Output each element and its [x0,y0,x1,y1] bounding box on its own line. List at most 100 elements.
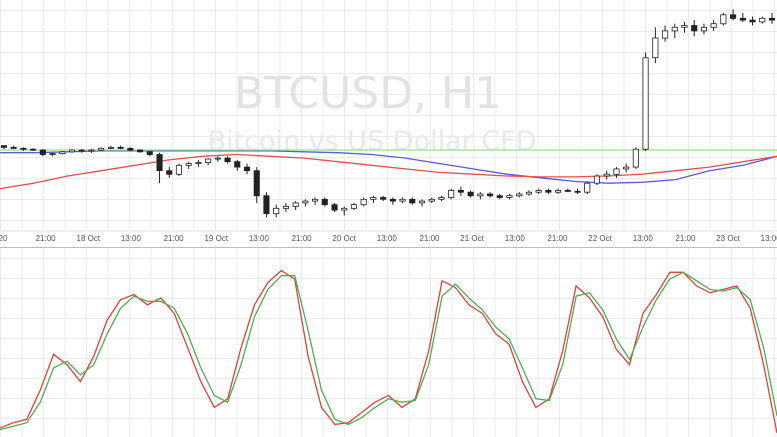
candle-body [448,189,455,198]
candle-body [136,149,144,153]
candle-body [467,191,474,197]
candle-body [418,200,426,204]
stochastic-line [0,271,777,431]
candle-body [759,17,766,23]
candle-body [389,198,396,202]
candle-body [477,193,484,197]
candle-body [88,149,95,152]
candle-body [574,190,581,193]
x-tick-label: 13:00 [249,234,270,243]
price-overlay-lines [0,149,777,190]
candle-body [214,157,221,160]
stochastic-panel-grid [0,248,777,437]
x-tick-label: 21:00 [547,234,568,243]
candle-body [506,195,513,198]
candle-body [496,195,503,198]
candle-body [273,207,280,215]
candle-body [555,189,562,193]
candle-body [662,30,669,39]
candle-body [399,198,406,202]
moving-average-line [0,150,777,184]
x-tick-label: 20 Oct [332,234,356,243]
candle-body [564,189,571,192]
candle-body [632,148,639,168]
candle-body [20,147,27,150]
x-tick-label: 22 Oct [588,234,612,243]
candle-body [10,146,17,149]
candle-body [691,25,698,32]
x-tick-label: 21:00 [164,234,185,243]
candle-body [613,168,620,175]
candle-body [380,197,387,200]
x-tick-label: 20 [0,234,8,243]
candle-body [593,175,600,184]
x-tick-label: 21 Oct [460,234,484,243]
candle-body [243,166,251,172]
candle-body [321,198,328,206]
candle-body [370,197,377,200]
candle-body [584,182,591,193]
candle-body [428,198,435,202]
candle-body [350,204,357,209]
candle-body [681,25,688,28]
candle-body [166,170,173,175]
candle-body [49,153,56,156]
candle-body [205,158,212,163]
candle-body [623,166,630,170]
candle-body [311,198,319,202]
x-tick-label: 13:00 [761,234,777,243]
x-tick-label: 13:00 [377,234,398,243]
candle-body [302,200,309,204]
candle-body [39,149,46,155]
moving-average-line [0,153,777,190]
candle-body [516,193,523,197]
candle-body [146,151,153,155]
x-tick-label: 21:00 [419,234,440,243]
candle-body [331,204,338,211]
candle-body [700,26,707,32]
x-tick-label: 13:00 [121,234,142,243]
candle-body [127,147,134,151]
candle-body [69,149,76,153]
candle-body [710,23,717,28]
stochastic-lines [0,269,777,434]
candle-body [749,19,756,23]
candle-body [642,57,649,150]
candle-body [117,146,124,149]
candle-body [525,191,532,195]
x-tick-label: 13:00 [633,234,654,243]
candlestick-series [0,9,775,218]
x-tick-label: 21:00 [675,234,696,243]
stochastic-line [0,269,777,434]
candle-body [234,161,241,168]
candle-body [156,154,163,172]
x-tick-label: 21:00 [36,234,57,243]
candle-body [360,198,367,206]
candle-body [107,146,115,149]
candle-body [292,202,299,207]
candle-body [486,193,494,197]
candle-body [730,14,737,19]
candle-body [98,147,105,151]
x-tick-label: 18 Oct [77,234,101,243]
candle-body [224,157,231,163]
x-tick-label: 13:00 [505,234,526,243]
candle-body [0,145,8,148]
x-tick-label: 23 Oct [716,234,740,243]
candle-body [438,197,445,200]
candle-body [78,149,85,152]
candle-body [720,14,727,25]
candle-body [59,151,66,155]
candle-body [739,17,746,21]
x-tick-label: 19 Oct [205,234,229,243]
x-axis-ticks: 20 21:00 18 Oct 13:00 21:00 19 Oct 13:00 21:00 2… [0,234,777,243]
candle-body [603,173,610,177]
candle-body [253,170,260,197]
candle-body [545,189,552,193]
candle-body [409,198,416,204]
candle-body [535,189,542,193]
candle-body [768,17,775,21]
x-tick-label: 21:00 [292,234,313,243]
candle-body [652,37,659,59]
